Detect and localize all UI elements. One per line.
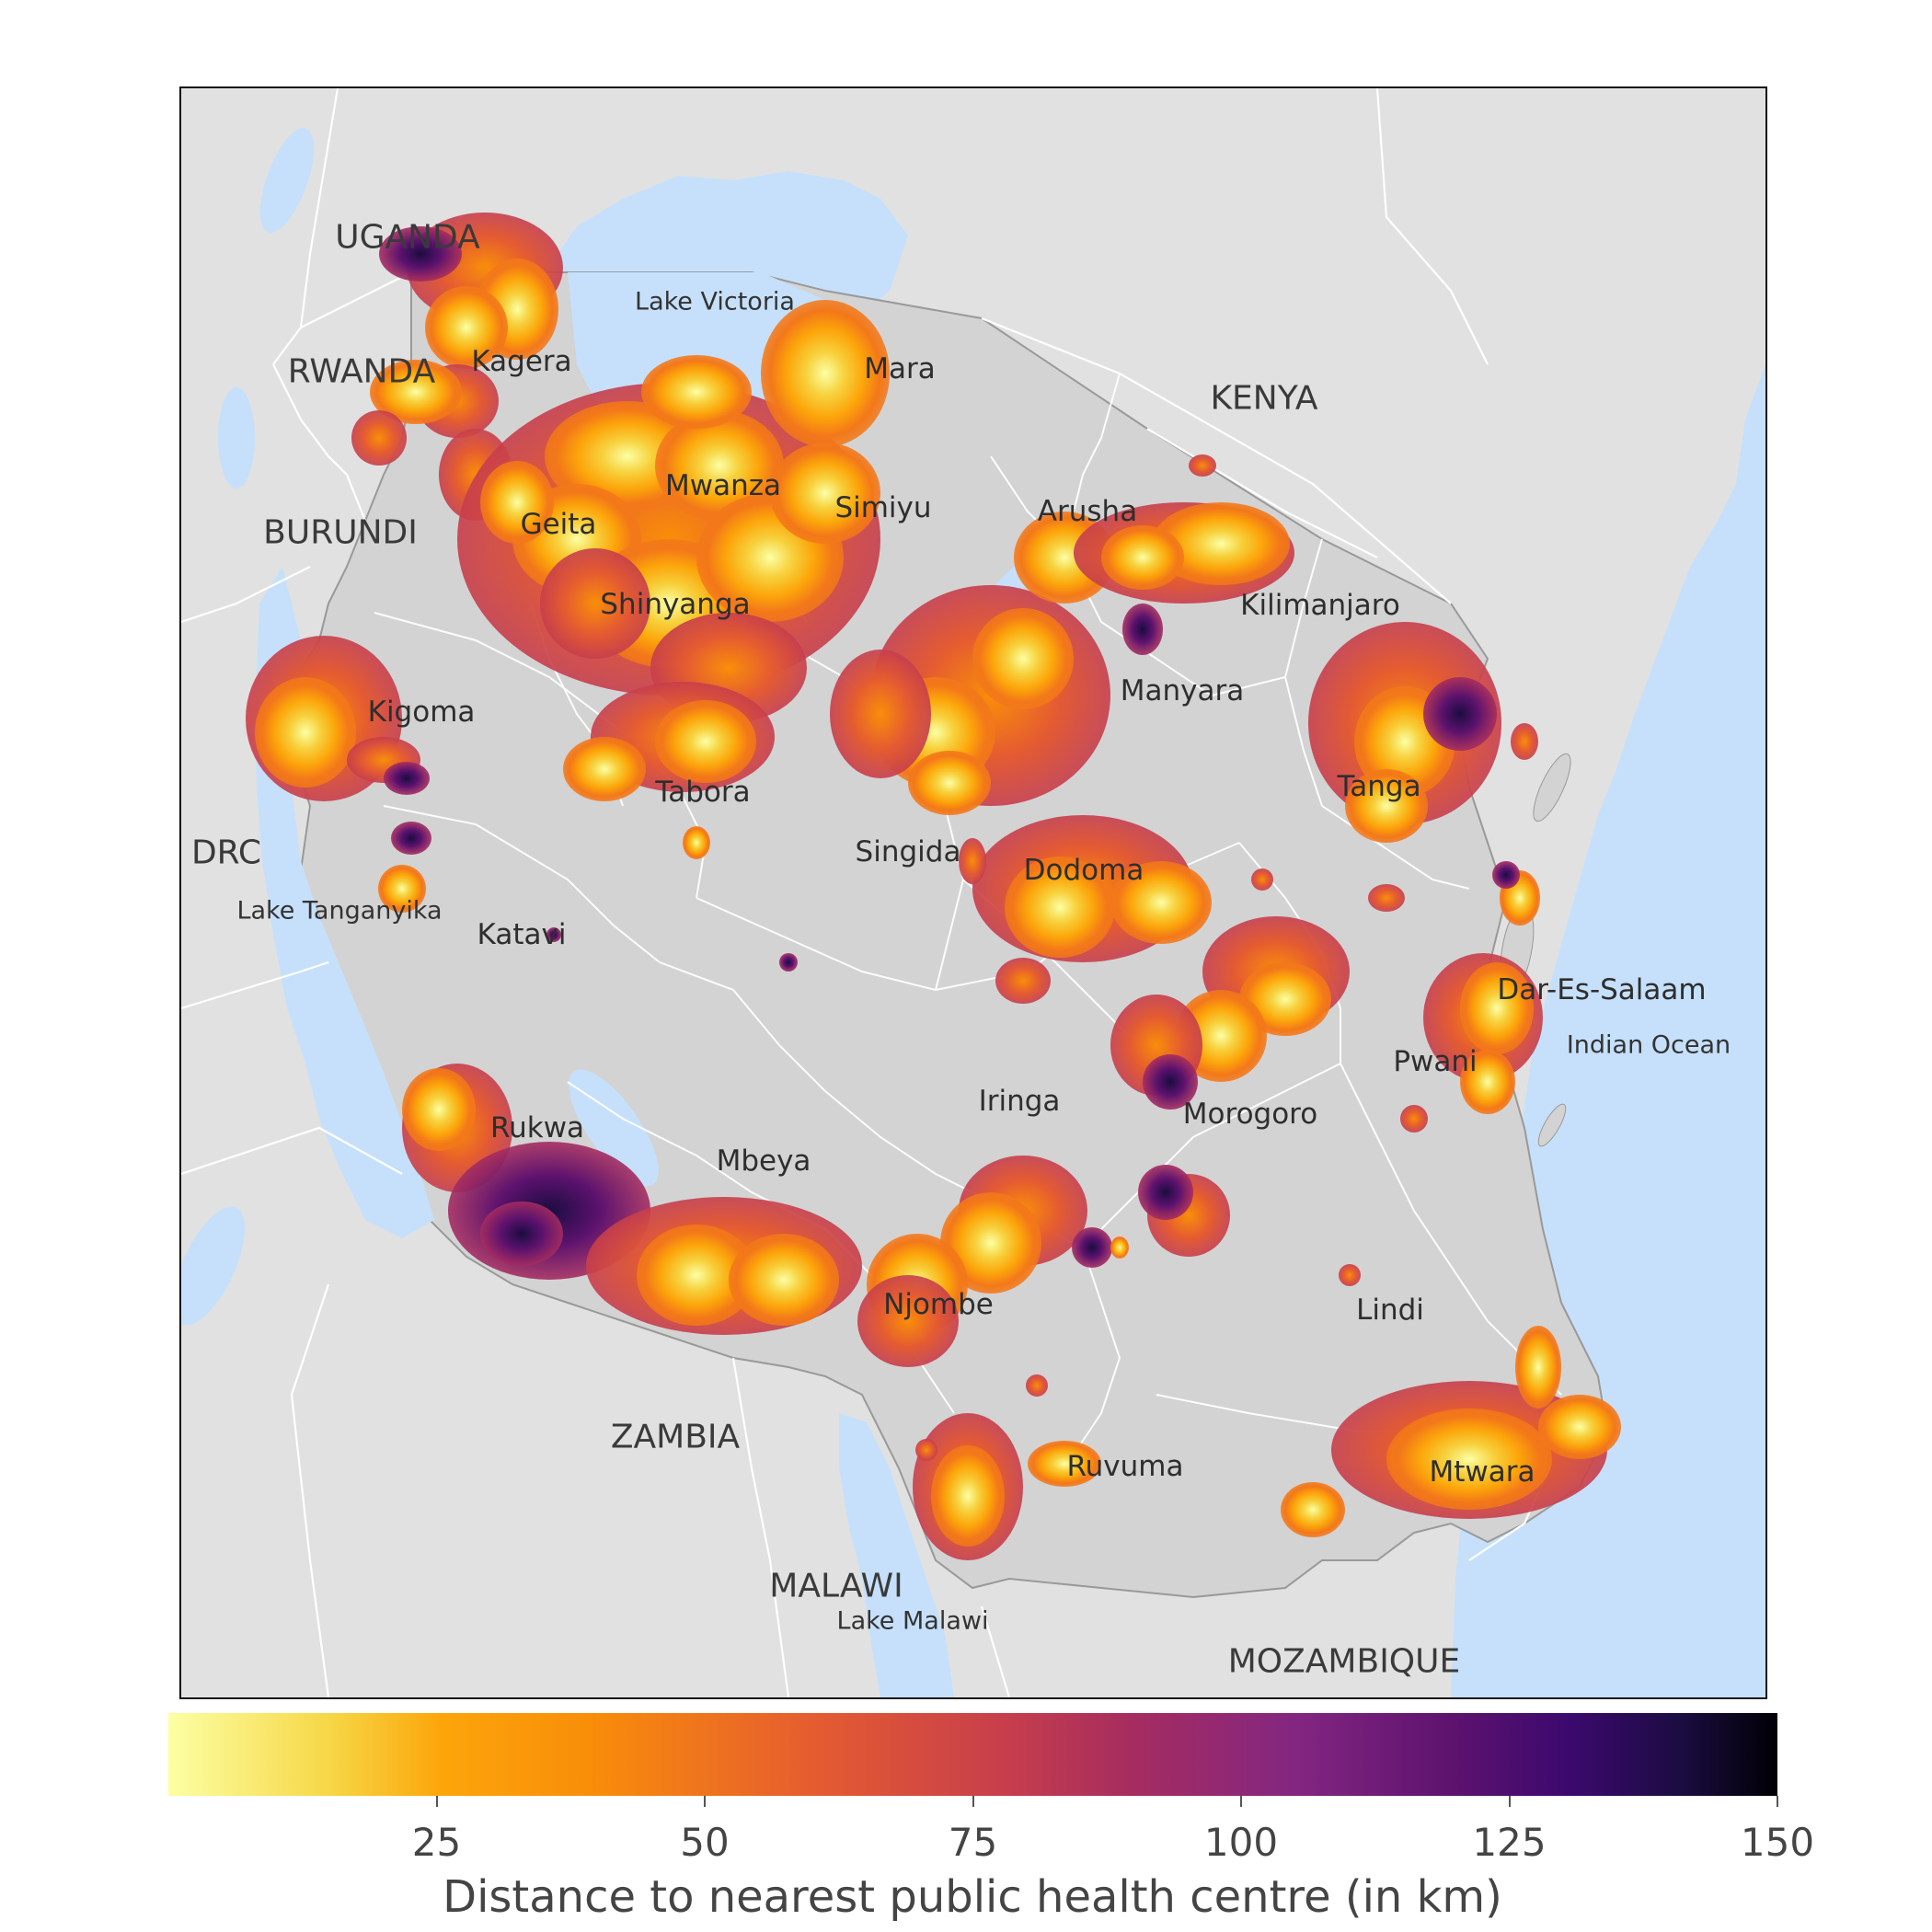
pemba-island [1533, 753, 1571, 822]
country-label-drc: DRC [190, 834, 262, 872]
colorbar-tick [1240, 1796, 1242, 1807]
region-label-lindi: Lindi [1356, 1294, 1424, 1327]
region-label-rukwa: Rukwa [489, 1111, 585, 1144]
country-label-mozambique: MOZAMBIQUE [1227, 1642, 1461, 1681]
region-label-dodoma: Dodoma [1023, 854, 1144, 887]
colorbar-tick-label: 125 [1472, 1820, 1547, 1865]
lake-kivu [218, 387, 255, 489]
lake-tanganyika [255, 567, 434, 1238]
region-label-kigoma: Kigoma [367, 696, 476, 729]
region-label-singida: Singida [855, 835, 961, 868]
region-label-mbeya: Mbeya [716, 1144, 811, 1178]
map-frame: UGANDA RWANDA BURUNDI KENYA DRC ZAMBIA M… [179, 86, 1767, 1699]
region-label-kagera: Kagera [471, 345, 572, 378]
water-label-indian-ocean: Indian Ocean [1566, 1030, 1731, 1060]
region-label-dar-es-salaam: Dar-Es-Salaam [1497, 973, 1707, 1006]
region-label-iringa: Iringa [978, 1085, 1061, 1118]
lake-malawi [839, 1413, 954, 1697]
colorbar-tick [972, 1796, 974, 1807]
region-label-njombe: Njombe [883, 1288, 994, 1321]
region-label-ruvuma: Ruvuma [1066, 1450, 1184, 1483]
colorbar-tick-label: 25 [411, 1820, 462, 1865]
region-label-mara: Mara [864, 352, 936, 385]
water-label-lake-malawi: Lake Malawi [836, 1606, 989, 1636]
colorbar [168, 1713, 1777, 1796]
colorbar-tick-label: 150 [1740, 1820, 1815, 1865]
region-label-mtwara: Mtwara [1429, 1455, 1535, 1489]
region-label-simiyu: Simiyu [834, 491, 932, 524]
colorbar-tick-label: 50 [680, 1820, 730, 1865]
region-label-katavi: Katavi [477, 918, 567, 951]
country-label-rwanda: RWANDA [287, 352, 436, 391]
colorbar-tick [435, 1796, 438, 1807]
lake-albert [259, 128, 315, 233]
region-label-kilimanjaro: Kilimanjaro [1240, 589, 1400, 622]
colorbar-tick [704, 1796, 706, 1807]
distance-raster [246, 213, 1621, 1560]
region-label-morogoro: Morogoro [1182, 1098, 1318, 1131]
country-label-kenya: KENYA [1210, 379, 1318, 418]
region-label-mwanza: Mwanza [664, 469, 782, 502]
region-label-arusha: Arusha [1037, 495, 1138, 528]
region-label-geita: Geita [520, 508, 597, 541]
country-label-zambia: ZAMBIA [610, 1418, 741, 1456]
colorbar-tick-label: 100 [1203, 1820, 1279, 1865]
lake-mweru [181, 1206, 245, 1326]
country-label-malawi: MALAWI [769, 1567, 903, 1605]
region-label-shinyanga: Shinyanga [600, 588, 751, 621]
colorbar-title: Distance to nearest public health centre… [443, 1871, 1502, 1923]
mafia-island [1537, 1103, 1567, 1147]
region-label-pwani: Pwani [1393, 1045, 1478, 1078]
region-label-manyara: Manyara [1120, 674, 1245, 707]
country-borders [181, 88, 1563, 1697]
region-label-tabora: Tabora [655, 776, 751, 809]
colorbar-tick [1777, 1796, 1778, 1807]
region-label-tanga: Tanga [1337, 770, 1421, 803]
water-label-lake-tanganyika: Lake Tanganyika [236, 896, 443, 926]
colorbar-tick-label: 75 [948, 1820, 998, 1865]
colorbar-tick [1508, 1796, 1511, 1807]
water-label-lake-victoria: Lake Victoria [635, 287, 795, 316]
country-label-uganda: UGANDA [335, 218, 480, 257]
country-label-burundi: BURUNDI [263, 513, 418, 552]
map-canvas [181, 88, 1765, 1697]
